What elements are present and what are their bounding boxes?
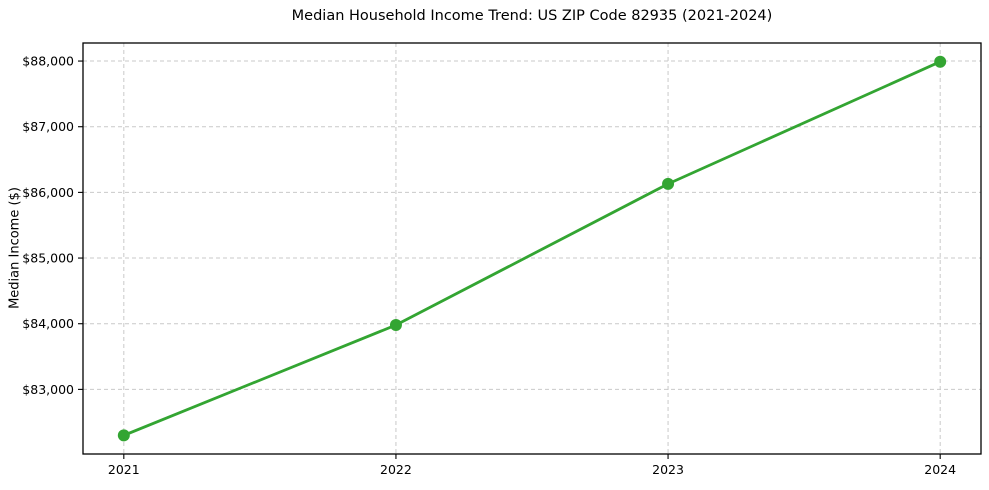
y-tick-label: $86,000: [22, 185, 74, 200]
plot-border: [82, 42, 982, 455]
series-layer: [117, 55, 947, 442]
y-tick-label: $87,000: [22, 119, 74, 134]
data-point-marker: [389, 319, 402, 332]
chart-title: Median Household Income Trend: US ZIP Co…: [291, 8, 773, 24]
y-tick-label: $84,000: [22, 316, 74, 331]
y-tick-label: $83,000: [22, 382, 74, 397]
data-point-marker: [934, 55, 947, 68]
y-tick-label: $88,000: [22, 54, 74, 69]
grid-layer: [83, 43, 981, 454]
y-tick-label: $85,000: [22, 251, 74, 266]
axes-layer: 2021 2022 2023 2024 $83,000 $84,000 $85,000 $86…: [22, 42, 982, 477]
x-tick-label: 2023: [652, 462, 684, 477]
trend-line: [122, 60, 942, 437]
data-point-marker: [662, 177, 675, 190]
x-tick-label: 2024: [924, 462, 956, 477]
x-tick-label: 2021: [108, 462, 140, 477]
data-point-marker: [117, 429, 130, 442]
x-tick-label: 2022: [380, 462, 412, 477]
